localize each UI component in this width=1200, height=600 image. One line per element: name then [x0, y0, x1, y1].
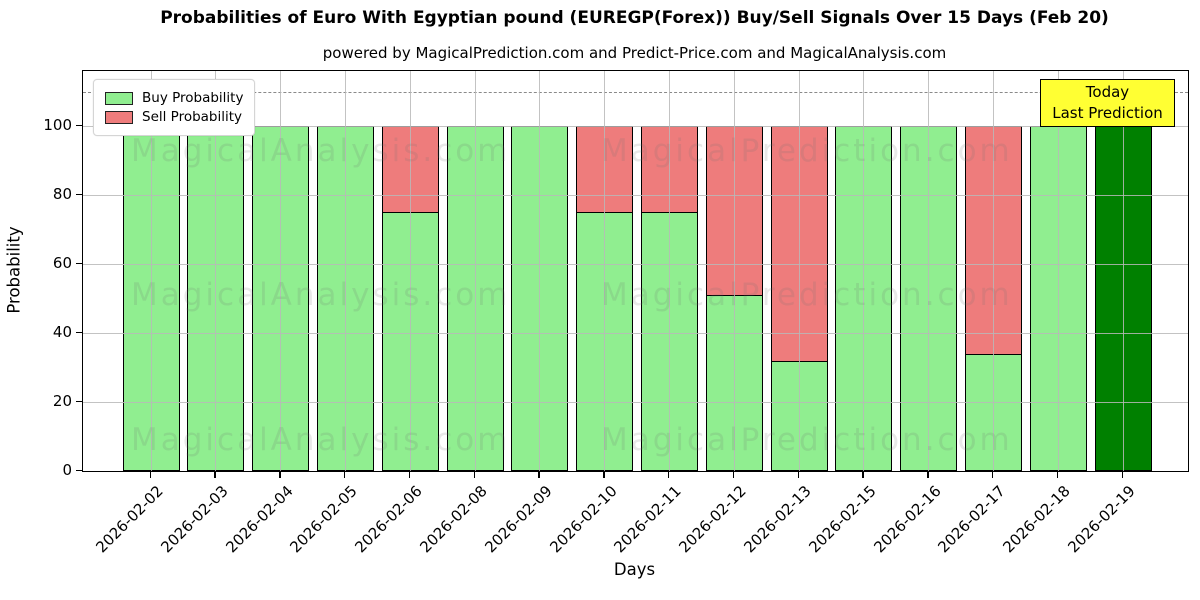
today-line2: Last Prediction	[1052, 104, 1163, 122]
gridline-horizontal	[83, 125, 1188, 127]
legend-label-sell: Sell Probability	[142, 109, 243, 125]
gridline-vertical	[539, 71, 541, 471]
x-tick-mark	[343, 471, 346, 478]
gridline-vertical	[409, 71, 411, 471]
watermark-text: MagicalAnalysis.com	[131, 277, 511, 313]
legend-item-sell: Sell Probability	[105, 109, 243, 125]
gridline-vertical	[215, 71, 217, 471]
y-tick-mark	[76, 124, 82, 127]
gridline-horizontal	[83, 470, 1188, 471]
gridline-vertical	[1122, 71, 1124, 471]
x-tick-mark	[279, 471, 281, 478]
y-tick-mark	[76, 400, 82, 403]
today-line1: Today	[1085, 83, 1130, 101]
x-tick-label: 2026-02-02	[92, 482, 167, 557]
watermark-text: MagicalAnalysis.com	[131, 422, 511, 458]
x-tick-mark	[667, 471, 670, 478]
x-tick-mark	[732, 471, 735, 478]
gridline-vertical	[604, 71, 606, 471]
gridline-vertical	[733, 71, 735, 471]
watermark-text: MagicalPrediction.com	[601, 133, 1013, 169]
chart-title: Probabilities of Euro With Egyptian poun…	[160, 8, 1109, 28]
x-tick-mark	[1056, 471, 1059, 478]
watermark-text: MagicalPrediction.com	[601, 277, 1013, 313]
chart-subtitle: powered by MagicalPrediction.com and Pre…	[322, 44, 947, 62]
gridline-horizontal	[83, 263, 1188, 265]
gridline-vertical	[668, 71, 670, 471]
legend-label-buy: Buy Probability	[142, 90, 244, 106]
x-tick-mark	[473, 471, 475, 478]
x-tick-mark	[797, 471, 799, 478]
plot-area: MagicalAnalysis.com MagicalPrediction.com…	[82, 70, 1189, 472]
x-tick-mark	[603, 471, 605, 478]
x-axis-label: Days	[613, 560, 656, 579]
x-tick-mark	[149, 471, 151, 478]
y-tick-mark	[76, 262, 82, 265]
x-tick-label: 2026-02-04	[221, 482, 297, 557]
y-axis-label: Probability	[4, 226, 24, 314]
gridline-vertical	[863, 71, 865, 471]
x-tick-label: 2026-02-19	[1064, 482, 1139, 557]
x-tick-label: 2026-02-09	[481, 482, 556, 557]
gridline-vertical	[798, 71, 800, 471]
y-tick-label: 80	[52, 185, 72, 204]
gridline-vertical	[150, 71, 152, 471]
gridline-horizontal	[83, 401, 1188, 403]
sell-color-swatch	[105, 110, 133, 124]
x-tick-mark	[862, 471, 864, 478]
x-tick-mark	[1121, 471, 1123, 478]
x-tick-mark	[408, 471, 411, 478]
y-tick-label: 0	[62, 461, 72, 479]
x-tick-label: 2026-02-03	[157, 482, 232, 557]
x-tick-label: 2026-02-12	[675, 482, 750, 557]
y-tick-mark	[76, 331, 82, 334]
x-tick-mark	[991, 471, 994, 478]
gridline-vertical	[992, 71, 994, 471]
x-tick-label: 2026-02-18	[999, 482, 1074, 557]
gridline-vertical	[280, 71, 282, 471]
x-tick-label: 2026-02-05	[286, 482, 362, 557]
gridline-vertical	[344, 71, 346, 471]
y-tick-mark	[76, 469, 82, 471]
y-tick-label: 40	[52, 323, 72, 342]
gridline-vertical	[474, 71, 476, 471]
y-tick-mark	[76, 193, 82, 196]
watermark-text: MagicalAnalysis.com	[131, 133, 511, 169]
legend: Buy Probability Sell Probability	[93, 79, 256, 136]
x-tick-mark	[538, 471, 540, 478]
x-tick-label: 2026-02-08	[416, 482, 491, 557]
x-tick-mark	[214, 471, 216, 478]
gridline-horizontal	[83, 194, 1188, 196]
x-tick-label: 2026-02-11	[610, 482, 686, 557]
x-tick-label: 2026-02-17	[934, 482, 1010, 557]
gridline-horizontal	[83, 332, 1188, 334]
y-tick-label: 20	[52, 392, 72, 411]
watermark-text: MagicalPrediction.com	[601, 422, 1013, 458]
gridline-vertical	[1057, 71, 1059, 471]
y-tick-label: 100	[43, 116, 72, 135]
x-tick-label: 2026-02-16	[869, 482, 945, 557]
today-last-prediction-box: Today Last Prediction	[1040, 79, 1175, 127]
legend-item-buy: Buy Probability	[105, 90, 243, 106]
x-tick-label: 2026-02-13	[740, 482, 815, 557]
threshold-dashed-line	[83, 91, 1188, 93]
x-tick-label: 2026-02-15	[805, 482, 880, 557]
y-tick-label: 60	[52, 254, 72, 273]
buy-color-swatch	[105, 91, 133, 105]
x-tick-label: 2026-02-10	[545, 482, 621, 557]
x-tick-mark	[927, 471, 929, 478]
x-tick-label: 2026-02-06	[351, 482, 426, 557]
gridline-vertical	[928, 71, 930, 471]
